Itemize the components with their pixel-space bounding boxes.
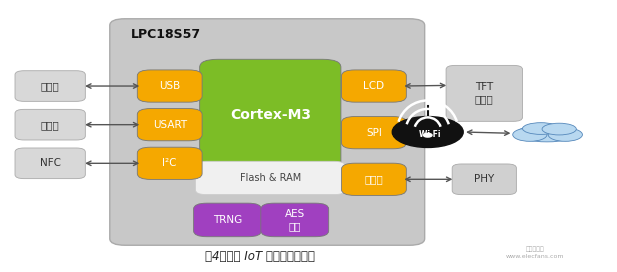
Ellipse shape <box>542 123 576 135</box>
Text: PHY: PHY <box>474 174 494 184</box>
Text: 图4：安全 IoT 网关功能框图。: 图4：安全 IoT 网关功能框图。 <box>205 250 315 262</box>
FancyBboxPatch shape <box>446 65 523 121</box>
FancyBboxPatch shape <box>138 70 202 102</box>
Text: AES
引擎: AES 引擎 <box>284 209 305 231</box>
FancyBboxPatch shape <box>194 203 262 237</box>
FancyBboxPatch shape <box>342 163 407 195</box>
Text: TRNG: TRNG <box>213 215 242 225</box>
Text: I²C: I²C <box>162 158 177 168</box>
Text: LCD: LCD <box>363 81 384 91</box>
Circle shape <box>423 133 432 137</box>
Circle shape <box>392 116 463 147</box>
Text: 以太网: 以太网 <box>365 174 383 184</box>
Text: 无线盾: 无线盾 <box>41 81 59 91</box>
Text: Flash & RAM: Flash & RAM <box>239 173 301 183</box>
FancyBboxPatch shape <box>452 164 516 195</box>
Text: USART: USART <box>152 120 187 130</box>
Ellipse shape <box>523 123 559 134</box>
Text: Wi Fi: Wi Fi <box>419 130 441 139</box>
FancyBboxPatch shape <box>138 147 202 180</box>
FancyBboxPatch shape <box>200 59 341 170</box>
FancyBboxPatch shape <box>261 203 329 237</box>
Ellipse shape <box>516 125 578 142</box>
Text: Cortex-M3: Cortex-M3 <box>230 108 311 122</box>
FancyBboxPatch shape <box>138 109 202 141</box>
FancyBboxPatch shape <box>110 19 424 245</box>
Text: TFT
显示器: TFT 显示器 <box>475 82 494 104</box>
Text: USB: USB <box>159 81 180 91</box>
Text: NFC: NFC <box>39 158 60 168</box>
FancyBboxPatch shape <box>196 161 345 195</box>
Text: SPI: SPI <box>366 128 382 138</box>
Text: 电子发烧友
www.elecfans.com: 电子发烧友 www.elecfans.com <box>505 246 564 259</box>
FancyBboxPatch shape <box>15 109 85 140</box>
Text: LPC18S57: LPC18S57 <box>131 28 201 41</box>
FancyBboxPatch shape <box>15 148 85 179</box>
FancyBboxPatch shape <box>15 71 85 101</box>
FancyBboxPatch shape <box>342 70 407 102</box>
Ellipse shape <box>548 128 582 141</box>
Text: 智能卡: 智能卡 <box>41 120 59 130</box>
Ellipse shape <box>513 128 547 141</box>
FancyBboxPatch shape <box>342 116 407 149</box>
